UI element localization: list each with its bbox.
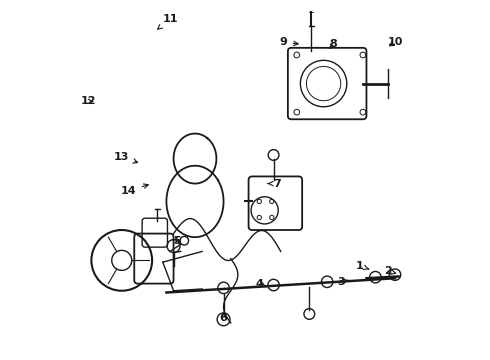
Text: 12: 12: [81, 96, 97, 107]
Text: 6: 6: [220, 312, 227, 323]
Text: 13: 13: [114, 152, 138, 163]
Text: 7: 7: [268, 179, 281, 189]
Text: 3: 3: [337, 277, 348, 287]
Text: 1: 1: [355, 261, 368, 271]
Text: 11: 11: [158, 14, 178, 29]
Text: 4: 4: [255, 279, 266, 289]
Text: 5: 5: [173, 236, 181, 246]
Text: 14: 14: [121, 184, 148, 196]
Text: 2: 2: [384, 266, 395, 276]
Text: 8: 8: [330, 39, 338, 49]
Text: 9: 9: [280, 37, 298, 48]
Text: 10: 10: [388, 37, 403, 48]
